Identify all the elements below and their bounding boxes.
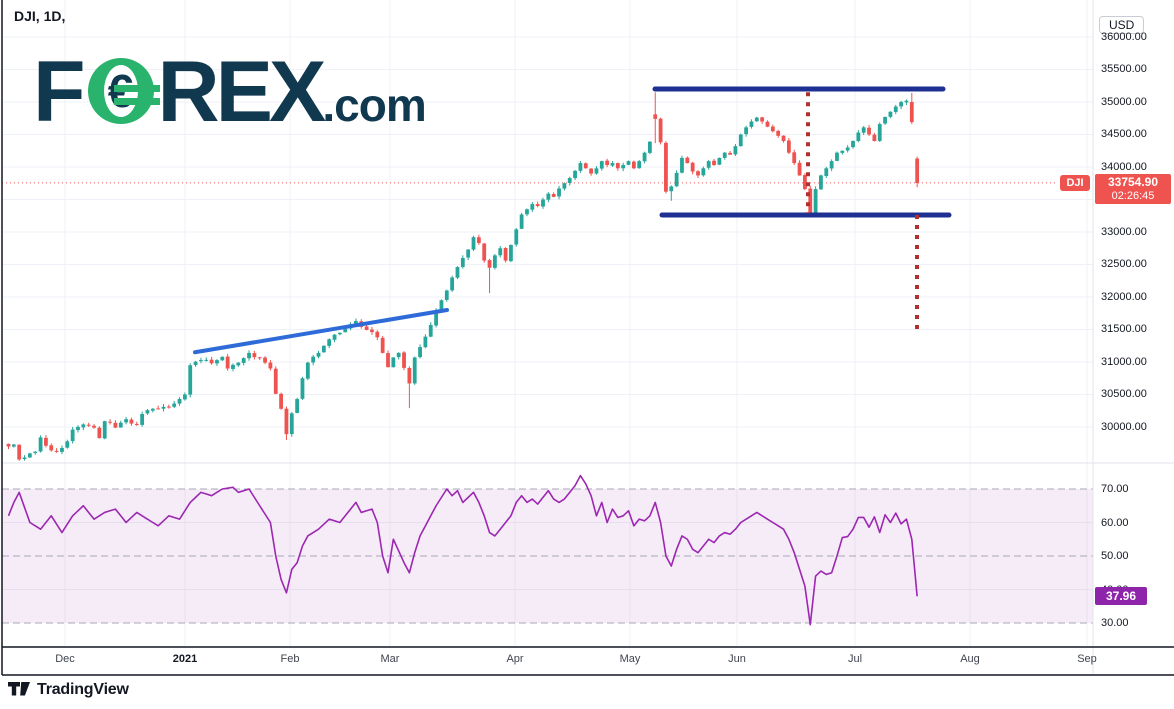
time-axis-label[interactable]: Jul <box>847 653 863 665</box>
rsi-axis-tick[interactable]: 70.00 <box>1101 483 1129 495</box>
logo-letters-rex: REX <box>157 44 327 140</box>
price-axis-tick[interactable]: 31500.00 <box>1101 323 1147 336</box>
currency-badge[interactable]: USD <box>1099 16 1145 34</box>
logo-letter-f: F <box>33 44 86 140</box>
logo-globe-icon: € <box>87 58 160 124</box>
time-axis-label[interactable]: Sep <box>1077 653 1097 665</box>
price-axis-tick[interactable]: 32500.00 <box>1101 258 1147 271</box>
time-axis-label[interactable]: Mar <box>380 653 400 665</box>
time-axis-label[interactable]: Dec <box>55 653 75 665</box>
symbol-title: DJI, 1D, <box>14 8 66 24</box>
rsi-line <box>7 474 918 626</box>
time-axis-label[interactable]: Apr <box>506 653 524 665</box>
last-price-value: 33754.90 <box>1107 174 1159 189</box>
price-axis-tick[interactable]: 30500.00 <box>1101 388 1147 401</box>
chart-canvas[interactable] <box>0 0 1174 676</box>
time-axis-label[interactable]: Jun <box>728 653 746 665</box>
price-axis-tick[interactable]: 33000.00 <box>1101 225 1147 238</box>
rsi-value-badge: 37.96 <box>1095 587 1147 606</box>
rsi-axis-tick[interactable]: 60.00 <box>1101 516 1129 529</box>
rsi-axis-tick[interactable]: 30.00 <box>1101 617 1129 629</box>
gridlines <box>2 0 1093 647</box>
trendline[interactable] <box>193 307 449 355</box>
tradingview-logo-icon <box>8 682 30 696</box>
forex-com-watermark: F € REX .com <box>33 44 427 140</box>
price-line-symbol-tag: DJI <box>1060 174 1090 191</box>
price-axis-tick[interactable]: 31000.00 <box>1101 355 1147 368</box>
price-axis-tick[interactable]: 35500.00 <box>1101 63 1147 76</box>
tradingview-wordmark: TradingView <box>37 681 129 698</box>
chart-frame <box>1 0 1174 676</box>
price-axis-tick[interactable]: 32000.00 <box>1101 290 1147 303</box>
time-axis-label[interactable]: 2021 <box>172 653 198 665</box>
tradingview-attribution[interactable]: TradingView <box>8 681 129 699</box>
last-price-badge: 33754.90 02:26:45 <box>1095 173 1171 204</box>
price-axis-tick[interactable]: 34000.00 <box>1101 160 1147 173</box>
time-axis-label[interactable]: Feb <box>280 653 300 665</box>
rsi-axis-tick[interactable]: 50.00 <box>1101 550 1129 562</box>
time-axis-label[interactable]: May <box>619 653 641 665</box>
bar-countdown: 02:26:45 <box>1111 189 1155 202</box>
price-axis-tick[interactable]: 36000.00 <box>1101 31 1147 43</box>
candlestick-series <box>6 92 920 461</box>
logo-dot-com: .com <box>322 79 426 131</box>
rsi-band <box>2 488 1093 624</box>
price-axis-tick[interactable]: 30000.00 <box>1101 420 1147 433</box>
price-axis-tick[interactable]: 34500.00 <box>1101 128 1147 141</box>
analyst-drawings[interactable] <box>193 86 952 355</box>
time-axis-label[interactable]: Aug <box>960 653 980 665</box>
price-axis-tick[interactable]: 35000.00 <box>1101 95 1147 108</box>
